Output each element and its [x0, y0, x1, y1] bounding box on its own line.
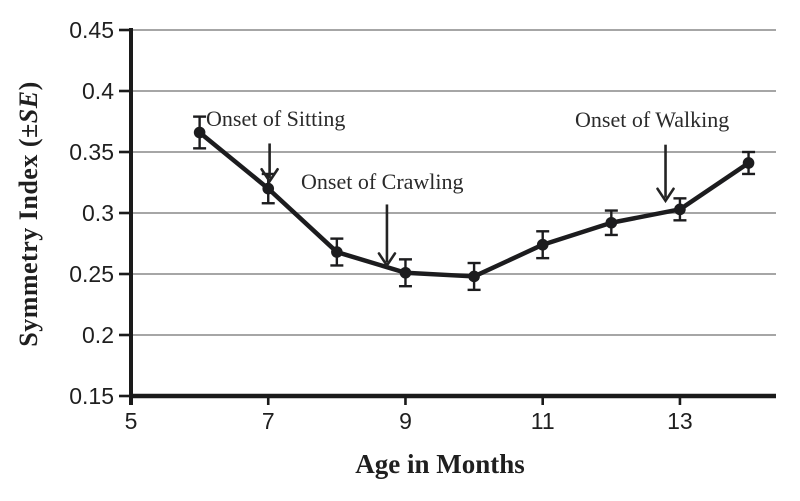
- data-point: [536, 238, 549, 251]
- data-point: [331, 246, 343, 258]
- data-point: [399, 266, 412, 279]
- annotation-arrow-head: [656, 187, 675, 204]
- y-tick-label: 0.2: [82, 322, 114, 348]
- annotation-onset-of-crawling: Onset of Crawling: [301, 169, 464, 194]
- y-tick-label: 0.35: [69, 139, 114, 165]
- annotation-arrow-head: [260, 167, 279, 184]
- annotation-onset-of-sitting: Onset of Sitting: [206, 106, 346, 131]
- y-axis-title-prefix: Symmetry Index (±: [14, 123, 43, 347]
- data-point: [605, 216, 618, 229]
- y-tick-label: 0.45: [69, 17, 114, 43]
- x-axis-title: Age in Months: [355, 449, 525, 479]
- data-point: [262, 182, 275, 195]
- data-point: [193, 126, 206, 139]
- y-axis-title-se: SE: [14, 90, 43, 124]
- y-axis-title-suffix: ): [14, 81, 43, 91]
- y-tick-label: 0.4: [82, 78, 114, 104]
- annotation-onset-of-walking: Onset of Walking: [575, 107, 730, 132]
- x-tick-label: 9: [399, 408, 412, 434]
- x-tick-label: 13: [667, 408, 693, 434]
- y-axis-title: Symmetry Index (±SE): [14, 31, 46, 397]
- y-tick-label: 0.25: [69, 261, 114, 287]
- y-tick-label: 0.3: [82, 200, 114, 226]
- x-tick-label: 5: [125, 408, 138, 434]
- annotation-arrow-head: [377, 252, 397, 268]
- y-tick-label: 0.15: [69, 383, 114, 409]
- data-point: [742, 157, 755, 169]
- x-tick-label: 7: [262, 408, 275, 434]
- data-point: [674, 203, 686, 216]
- data-point: [468, 270, 480, 283]
- x-tick-label: 11: [531, 408, 555, 434]
